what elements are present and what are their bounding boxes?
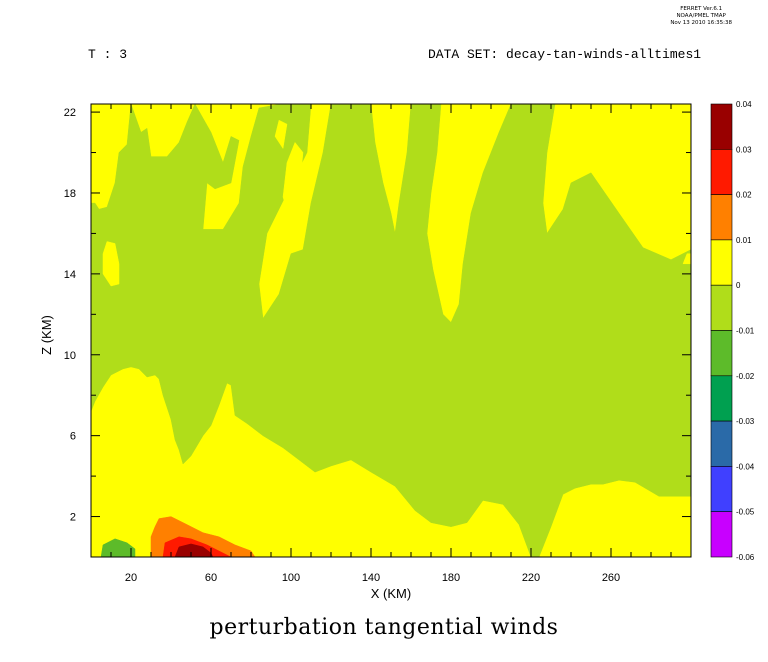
colorbar-label: -0.02 <box>736 372 755 381</box>
colorbar-label: 0 <box>736 281 741 290</box>
chart-caption: perturbation tangential winds <box>209 615 559 640</box>
colorbar-label: 0.03 <box>736 145 752 154</box>
time-label: T : 3 <box>88 47 128 62</box>
colorbar-label: -0.03 <box>736 417 755 426</box>
y-tick-label: 2 <box>70 512 76 524</box>
y-tick-label: 10 <box>64 350 76 362</box>
contour-chart: 20 60 100 140 180 220 260 2 6 10 14 18 22 X (KM) Z … <box>39 100 755 601</box>
colorbar-swatch <box>710 375 733 422</box>
x-tick-label: 60 <box>205 572 217 584</box>
contour-yellow-islands-1 <box>282 142 304 224</box>
y-tick-label: 22 <box>64 107 76 119</box>
x-tick-label: 180 <box>442 572 460 584</box>
ferret-org: NOAA/PMEL TMAP <box>676 13 726 19</box>
colorbar-swatch <box>710 420 733 467</box>
colorbar-label: -0.06 <box>736 553 755 562</box>
colorbar-label: -0.05 <box>736 508 755 517</box>
y-axis: 2 6 10 14 18 22 <box>64 107 691 558</box>
x-tick-label: 260 <box>602 572 620 584</box>
colorbar-label: 0.04 <box>736 100 752 109</box>
x-tick-label: 140 <box>362 572 380 584</box>
ferret-version: FERRET Ver.6.1 <box>680 6 723 12</box>
colorbar-swatch <box>710 194 733 241</box>
y-tick-label: 6 <box>70 431 76 443</box>
colorbar-label: 0.01 <box>736 236 752 245</box>
colorbar-swatch <box>710 239 733 286</box>
colorbar-swatch <box>710 103 733 150</box>
contour-yellow-islands-0 <box>102 241 120 287</box>
x-tick-label: 100 <box>282 572 300 584</box>
y-axis-label: Z (KM) <box>39 315 54 355</box>
x-axis-label: X (KM) <box>371 586 411 601</box>
x-tick-label: 220 <box>522 572 540 584</box>
colorbar-label: -0.01 <box>736 327 755 336</box>
colorbar-swatch <box>710 149 733 195</box>
colorbar-label: -0.04 <box>736 462 755 471</box>
ferret-stamp: FERRET Ver.6.1 NOAA/PMEL TMAP Nov 13 201… <box>670 6 732 27</box>
x-axis: 20 60 100 140 180 220 260 <box>110 104 672 584</box>
colorbar-swatch <box>710 466 733 512</box>
contour-fills <box>90 103 692 558</box>
y-tick-label: 14 <box>64 269 76 281</box>
contour-yellow-islands-2 <box>274 119 288 149</box>
colorbar-swatch <box>710 511 733 558</box>
colorbar-swatch <box>710 284 733 331</box>
y-tick-label: 18 <box>64 188 76 200</box>
colorbar-legend: 0.04 0.03 0.02 0.01 0 -0.01 -0.02 -0.03 -0.04 -0.… <box>710 100 755 562</box>
x-tick-label: 20 <box>125 572 137 584</box>
ferret-timestamp: Nov 13 2010 16:35:38 <box>670 20 732 26</box>
colorbar-swatch <box>710 330 733 377</box>
colorbar-label: 0.02 <box>736 191 752 200</box>
dataset-label: DATA SET: decay-tan-winds-alltimes1 <box>428 47 702 62</box>
